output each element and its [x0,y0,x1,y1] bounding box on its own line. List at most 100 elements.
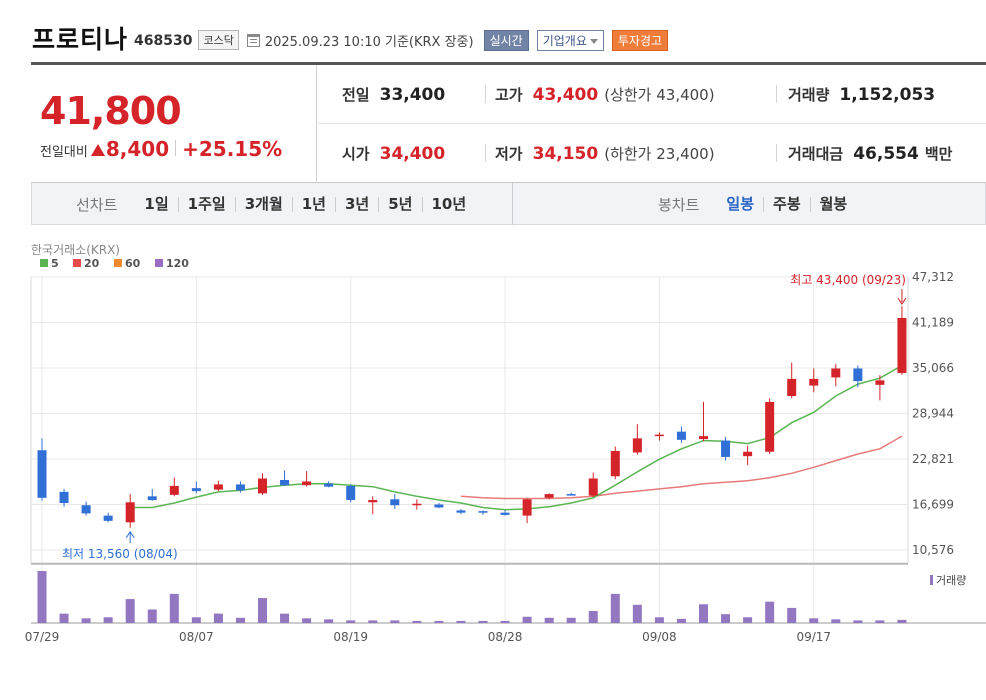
up-triangle-icon [90,144,105,156]
candle-body [125,502,135,523]
legend-label: 120 [166,257,189,270]
calendar-icon [246,34,260,47]
tab-daily[interactable]: 일봉 [726,194,755,213]
plot-area [30,276,909,564]
company-overview-button[interactable]: 기업개요 [536,29,604,51]
candle-body [765,401,775,452]
y-tick-label: 47,312 [912,270,954,284]
current-price: 41,800 [40,89,182,133]
volume-bar [213,613,223,623]
stock-name: 프로티나 [32,25,129,54]
tab-1d[interactable]: 1일 [144,194,169,213]
quote-timestamp: 2025.09.23 10:10 기준(KRX 장중) [264,35,474,50]
stock-code: 468530 [134,33,193,49]
volume-bar [588,611,598,623]
low-value: 34,150 [532,143,599,164]
candlestick-chart: 한국거래소(KRX)5 20 60 120 47,312 41,189 35,066 28,9… [25,243,986,644]
volume-bar [434,620,444,623]
candle-body [324,483,334,487]
candle-body [522,499,532,516]
low-annotation: 최저 13,560 (08/04) [62,547,178,561]
candle-body [147,496,157,501]
lower-limit: (하한가 23,400) [604,145,715,163]
candle-body [258,478,267,494]
volume-bar [191,617,201,623]
tab-3m[interactable]: 3개월 [234,196,292,212]
tab-10y[interactable]: 10년 [421,196,476,212]
tab-3y[interactable]: 3년 [335,196,378,212]
candle-body [875,380,885,385]
volume-bar [853,620,863,623]
y-tick-label: 10,576 [912,543,954,557]
volume-cell: 거래량 1,152,053 [788,65,935,124]
low-label: 저가 [495,145,523,163]
change-row: 전일대비 8,400 +25.15% [40,137,282,161]
candle-body [853,368,863,382]
volume-value: 1,152,053 [839,84,936,105]
high-arrow-head [897,297,907,305]
tab-weekly[interactable]: 주봉 [763,196,810,212]
candle-body [897,317,907,373]
current-price-box: 41,800 전일대비 8,400 +25.15% [31,65,317,183]
candle-body [191,488,201,492]
realtime-button[interactable]: 실시간 [483,29,529,51]
volume-bar [875,620,885,623]
open-label: 시가 [342,145,370,163]
prev-close-cell: 전일 33,400 [342,65,445,124]
x-tick-label: 08/28 [488,630,523,644]
volume-label: 거래량 [788,86,830,104]
candle-body [676,431,686,440]
volume-bar [235,617,245,623]
volume-bar [456,620,466,623]
candle-body [368,500,378,503]
volume-bar [478,620,488,623]
volume-bar [302,618,312,623]
volume-bar [412,620,422,623]
divider [175,140,177,156]
candle-body [37,450,47,498]
volume-bar [721,614,731,623]
tab-1y[interactable]: 1년 [291,196,335,212]
y-tick-label: 22,821 [912,452,954,466]
volume-bar [125,599,135,623]
open-cell: 시가 34,400 [342,124,445,183]
volume-bar [809,618,819,623]
prev-close-value: 33,400 [379,84,446,105]
divider [512,183,513,225]
candle-body [235,484,245,491]
candle-body [721,440,731,457]
volume-bar [544,617,554,623]
tab-1w[interactable]: 1주일 [177,196,235,212]
investment-warning-badge[interactable]: 투자경고 [611,29,669,51]
volume-bar [258,598,267,623]
high-label: 고가 [495,86,523,104]
candle-body [81,505,91,514]
volume-bar [37,571,47,623]
volume-bar [610,593,620,623]
volume-bar [566,617,576,623]
volume-bar [346,620,356,623]
x-tick-label: 08/19 [333,630,368,644]
tab-monthly[interactable]: 월봉 [809,196,857,212]
volume-bar [390,620,400,623]
y-tick-label: 16,699 [912,497,954,511]
legend-swatch [73,259,81,267]
candle-body [456,510,466,513]
volume-bar [632,604,642,623]
candle-body [169,485,179,495]
candle-body [59,491,69,504]
tab-5y[interactable]: 5년 [378,196,421,212]
x-tick-label: 09/17 [796,630,831,644]
change-label: 전일대비 [40,145,88,160]
high-annotation: 최고 43,400 (09/23) [790,273,906,287]
volume-bar [676,618,686,623]
volume-bar [654,617,664,623]
divider [485,85,486,103]
volume-bar [103,617,113,623]
candle-body [610,450,620,477]
divider [776,144,777,162]
x-tick-label: 09/08 [642,630,677,644]
candle-chart-label: 봉차트 [658,195,700,214]
ma20-line [460,435,903,500]
quote-row-1: 전일 33,400 고가 43,400 (상한가 43,400) 거래량 1,1… [318,65,986,124]
